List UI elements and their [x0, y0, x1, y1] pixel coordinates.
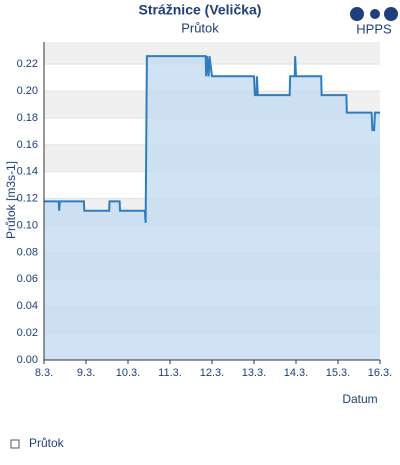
y-tick-label: 0.22 [17, 58, 38, 70]
y-tick-label: 0.06 [17, 273, 38, 285]
x-tick-label: 9.3. [77, 367, 95, 379]
grid-band [44, 42, 380, 65]
y-tick-label: 0.12 [17, 193, 38, 205]
y-tick-label: 0.18 [17, 112, 38, 124]
y-tick-label: 0.10 [17, 219, 38, 231]
logo: HPPS [350, 7, 398, 36]
legend-swatch [10, 439, 20, 449]
x-tick-label: 12.3. [200, 367, 224, 379]
y-tick-label: 0.04 [17, 300, 38, 312]
x-tick-label: 11.3. [158, 367, 182, 379]
y-tick-label: 0.14 [17, 166, 38, 178]
chart-subtitle: Průtok [181, 20, 219, 35]
y-tick-label: 0.16 [17, 139, 38, 151]
logo-text: HPPS [356, 21, 392, 36]
x-tick-label: 14.3. [284, 367, 308, 379]
line [44, 55, 380, 223]
chart-title: Strážnice (Velička) [139, 2, 262, 18]
x-axis-label: Datum [342, 392, 377, 406]
x-tick-label: 8.3. [35, 367, 53, 379]
area [44, 56, 380, 360]
y-tick-label: 0.02 [17, 327, 38, 339]
x-tick-label: 10.3. [116, 367, 140, 379]
x-tick-label: 15.3. [326, 367, 350, 379]
y-tick-label: 0.00 [17, 354, 38, 366]
x-tick-label: 16.3. [368, 367, 392, 379]
y-axis-label: Průtok [m3s-1] [4, 161, 18, 239]
x-tick-label: 13.3. [242, 367, 266, 379]
y-tick-label: 0.20 [17, 85, 38, 97]
y-tick-label: 0.08 [17, 246, 38, 258]
legend-label: Průtok [29, 436, 65, 450]
